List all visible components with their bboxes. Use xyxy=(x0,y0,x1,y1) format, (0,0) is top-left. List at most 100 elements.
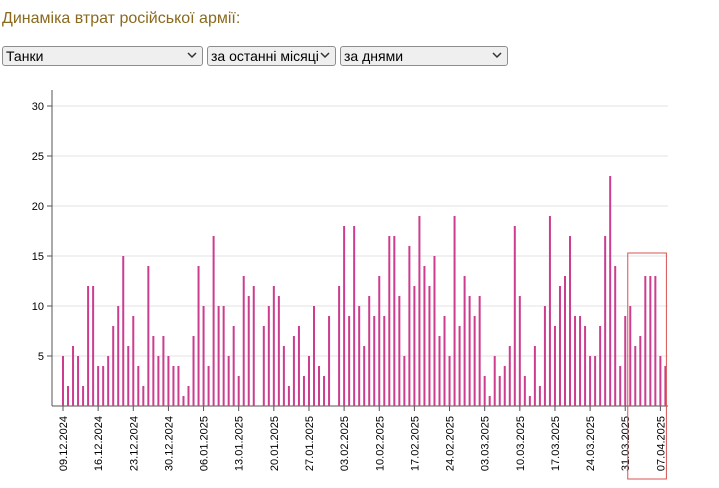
bar xyxy=(358,306,361,406)
bar xyxy=(282,346,285,406)
bar xyxy=(272,286,275,406)
bar xyxy=(393,236,396,406)
bar xyxy=(202,306,205,406)
bar xyxy=(523,376,526,406)
bar xyxy=(644,276,647,406)
bar xyxy=(473,316,476,406)
highlight-box xyxy=(627,252,667,480)
bar xyxy=(558,286,561,406)
bar xyxy=(348,316,351,406)
bar xyxy=(323,376,326,406)
bar xyxy=(443,316,446,406)
bar xyxy=(513,226,516,406)
bar xyxy=(458,326,461,406)
bar xyxy=(328,316,331,406)
bar xyxy=(132,316,135,406)
bar xyxy=(77,356,80,406)
bar xyxy=(157,356,160,406)
x-tick-label: 24.02.2025 xyxy=(445,416,457,471)
bar xyxy=(217,306,220,406)
bar xyxy=(408,246,411,406)
bar xyxy=(433,256,436,406)
bar xyxy=(609,176,612,406)
bar xyxy=(533,346,536,406)
bar xyxy=(403,356,406,406)
y-tick-label: 20 xyxy=(32,201,44,213)
bar xyxy=(267,306,270,406)
x-tick-label: 31.03.2025 xyxy=(620,416,632,471)
x-tick-label: 23.12.2024 xyxy=(128,416,140,471)
x-tick-label: 17.02.2025 xyxy=(409,416,421,471)
bar xyxy=(639,336,642,406)
bar xyxy=(197,266,200,406)
bar xyxy=(187,386,190,406)
x-tick-label: 17.03.2025 xyxy=(550,416,562,471)
bar xyxy=(72,346,75,406)
bar xyxy=(649,276,652,406)
bar xyxy=(508,346,511,406)
bar xyxy=(62,356,64,406)
bar xyxy=(162,336,165,406)
bar xyxy=(438,336,441,406)
bar xyxy=(614,266,617,406)
category-select[interactable]: Танки xyxy=(2,46,203,66)
bar xyxy=(212,236,215,406)
bar xyxy=(92,286,95,406)
bar xyxy=(318,366,321,406)
bar xyxy=(659,356,662,406)
granularity-select[interactable]: за днями xyxy=(340,46,508,66)
bar xyxy=(107,356,110,406)
bar xyxy=(378,276,381,406)
bar xyxy=(297,326,300,406)
x-tick-label: 24.03.2025 xyxy=(585,416,597,471)
bar xyxy=(222,306,225,406)
bar xyxy=(564,276,566,406)
granularity-select-value: за днями xyxy=(344,48,404,64)
bar xyxy=(262,326,265,406)
x-tick-label: 06.01.2025 xyxy=(199,416,211,471)
chevron-down-icon xyxy=(320,52,330,59)
x-tick-label: 10.03.2025 xyxy=(515,416,527,471)
bar xyxy=(167,356,170,406)
y-tick-label: 30 xyxy=(32,101,44,113)
bar xyxy=(368,296,371,406)
bar xyxy=(538,386,541,406)
y-tick-label: 25 xyxy=(32,151,44,163)
bar xyxy=(67,386,70,406)
bar xyxy=(664,366,667,406)
bar xyxy=(237,376,240,406)
bar xyxy=(227,356,230,406)
bar xyxy=(252,286,255,406)
bar xyxy=(594,356,597,406)
bar xyxy=(363,346,366,406)
bar xyxy=(579,316,582,406)
period-select[interactable]: за останні місяці xyxy=(207,46,336,66)
category-select-value: Танки xyxy=(6,48,44,64)
bar xyxy=(302,376,305,406)
bar xyxy=(548,216,551,406)
bar xyxy=(112,326,115,406)
bar xyxy=(574,316,577,406)
bar xyxy=(624,316,627,406)
bar xyxy=(313,306,315,406)
bar xyxy=(398,296,401,406)
bar xyxy=(388,236,391,406)
bar xyxy=(553,326,556,406)
bar xyxy=(97,366,100,406)
bar xyxy=(343,226,346,406)
bar xyxy=(413,286,416,406)
bar xyxy=(87,286,90,406)
bar xyxy=(102,366,105,406)
bar xyxy=(353,226,356,406)
y-tick-label: 10 xyxy=(32,301,44,313)
bar xyxy=(584,326,587,406)
bar xyxy=(147,266,150,406)
bar xyxy=(418,216,421,406)
bar xyxy=(453,216,456,406)
bar xyxy=(152,336,155,406)
bar xyxy=(232,326,235,406)
bar xyxy=(207,366,210,406)
bar xyxy=(488,396,491,406)
bar xyxy=(654,276,657,406)
bar xyxy=(307,356,310,406)
